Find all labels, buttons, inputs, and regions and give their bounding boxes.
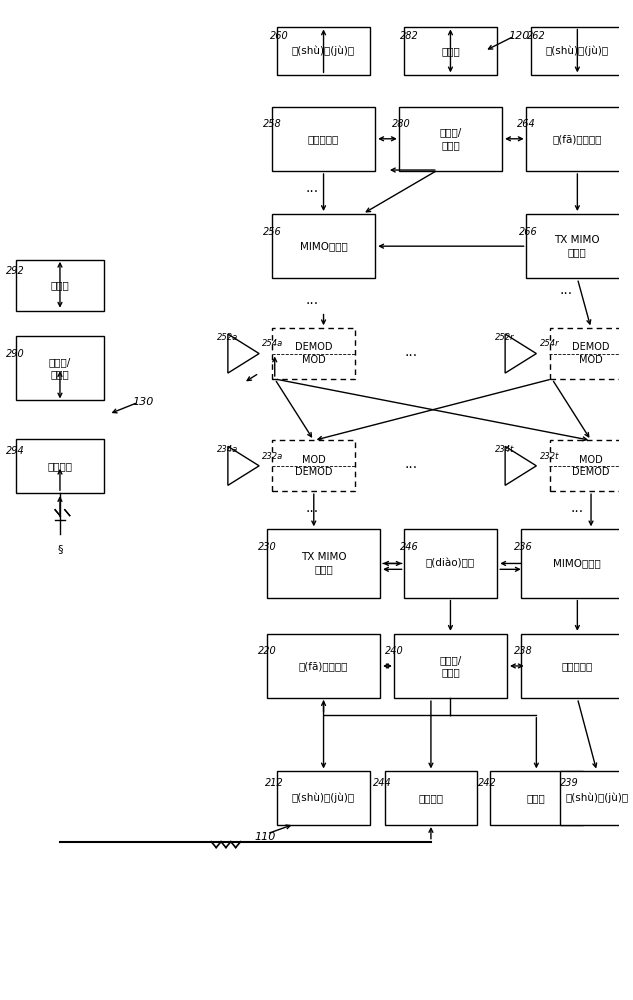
Text: 236: 236 xyxy=(514,542,533,552)
Text: 存儲器: 存儲器 xyxy=(51,280,70,290)
Text: 280: 280 xyxy=(392,119,411,129)
Text: ...: ... xyxy=(571,501,584,515)
Bar xyxy=(277,27,370,75)
Text: §: § xyxy=(57,544,63,554)
Bar xyxy=(521,529,633,598)
Text: 220: 220 xyxy=(258,646,276,656)
Text: 212: 212 xyxy=(265,778,284,788)
Text: 232a: 232a xyxy=(262,452,284,461)
Text: 存儲器: 存儲器 xyxy=(527,793,546,803)
Bar xyxy=(272,328,355,379)
Text: TX MIMO
處理器: TX MIMO 處理器 xyxy=(301,552,346,575)
Text: 266: 266 xyxy=(519,227,538,237)
Bar xyxy=(404,27,497,75)
Text: 控制器/
處理器: 控制器/ 處理器 xyxy=(49,357,71,379)
Text: 292: 292 xyxy=(6,266,25,276)
Text: 260: 260 xyxy=(270,31,289,41)
Bar xyxy=(385,771,477,825)
Text: 120: 120 xyxy=(508,31,529,41)
Text: 294: 294 xyxy=(6,446,25,456)
Text: 242: 242 xyxy=(478,778,497,788)
Bar xyxy=(272,440,355,491)
Text: 262: 262 xyxy=(527,31,546,41)
Text: 244: 244 xyxy=(373,778,391,788)
Polygon shape xyxy=(505,334,536,373)
Text: 232t: 232t xyxy=(541,452,560,461)
Bar xyxy=(490,771,583,825)
Text: 接收處理器: 接收處理器 xyxy=(308,134,339,144)
Text: 數(shù)據(jù)併: 數(shù)據(jù)併 xyxy=(565,792,629,803)
Text: 130: 130 xyxy=(132,397,154,407)
Bar xyxy=(16,336,104,400)
Text: 258: 258 xyxy=(263,119,282,129)
Text: 數(shù)據(jù)併: 數(shù)據(jù)併 xyxy=(292,46,355,56)
Polygon shape xyxy=(228,334,259,373)
Bar xyxy=(272,107,375,171)
Bar xyxy=(399,107,502,171)
Text: 存儲器: 存儲器 xyxy=(441,46,460,56)
Text: 控制器/
處理器: 控制器/ 處理器 xyxy=(439,655,461,677)
Bar xyxy=(267,529,380,598)
Bar xyxy=(277,771,370,825)
Text: ...: ... xyxy=(405,457,418,471)
Text: MIMO檢測器: MIMO檢測器 xyxy=(553,558,601,568)
Bar xyxy=(526,214,629,278)
Bar xyxy=(531,27,624,75)
Bar xyxy=(16,260,104,311)
Text: 發(fā)射處理器: 發(fā)射處理器 xyxy=(553,134,602,144)
Text: 240: 240 xyxy=(384,646,403,656)
Text: 數(shù)據(jù)源: 數(shù)據(jù)源 xyxy=(546,46,609,56)
Text: MOD
DEMOD: MOD DEMOD xyxy=(295,455,332,477)
Text: 數(shù)據(jù)源: 數(shù)據(jù)源 xyxy=(292,792,355,803)
Text: ...: ... xyxy=(305,181,318,195)
Bar xyxy=(549,440,632,491)
Bar xyxy=(394,634,506,698)
Text: 252a: 252a xyxy=(217,333,239,342)
Polygon shape xyxy=(505,446,536,485)
Text: 230: 230 xyxy=(258,542,276,552)
Text: TX MIMO
處理器: TX MIMO 處理器 xyxy=(555,235,600,257)
Text: 110: 110 xyxy=(254,832,275,842)
Text: 通信單元: 通信單元 xyxy=(47,461,72,471)
Bar xyxy=(560,771,633,825)
Text: DEMOD
MOD: DEMOD MOD xyxy=(572,342,610,365)
Text: ...: ... xyxy=(305,501,318,515)
Bar xyxy=(16,439,104,493)
Text: ...: ... xyxy=(559,283,572,297)
Bar xyxy=(521,634,633,698)
Polygon shape xyxy=(228,446,259,485)
Text: 調(diào)度器: 調(diào)度器 xyxy=(426,558,475,569)
Bar xyxy=(267,634,380,698)
Text: 256: 256 xyxy=(263,227,282,237)
Text: 246: 246 xyxy=(400,542,419,552)
Bar xyxy=(404,529,497,598)
Text: ...: ... xyxy=(405,345,418,359)
Text: DEMOD
MOD: DEMOD MOD xyxy=(295,342,332,365)
Text: 發(fā)射處理器: 發(fā)射處理器 xyxy=(299,661,348,671)
Text: 通信單元: 通信單元 xyxy=(418,793,444,803)
Bar xyxy=(549,328,632,379)
Text: 264: 264 xyxy=(517,119,536,129)
Text: ...: ... xyxy=(305,293,318,307)
Text: MOD
DEMOD: MOD DEMOD xyxy=(572,455,610,477)
Bar xyxy=(526,107,629,171)
Text: 252r: 252r xyxy=(495,333,515,342)
Text: 282: 282 xyxy=(400,31,419,41)
Text: 238: 238 xyxy=(514,646,533,656)
Text: 控制器/
處理器: 控制器/ 處理器 xyxy=(439,128,461,150)
Text: 239: 239 xyxy=(560,778,579,788)
Text: 290: 290 xyxy=(6,349,25,359)
Bar xyxy=(272,214,375,278)
Text: 234a: 234a xyxy=(217,445,239,454)
Text: MIMO檢測器: MIMO檢測器 xyxy=(299,241,348,251)
Text: 254r: 254r xyxy=(540,339,560,348)
Text: 接收處理器: 接收處理器 xyxy=(561,661,593,671)
Text: 234t: 234t xyxy=(496,445,515,454)
Text: 254a: 254a xyxy=(262,339,284,348)
